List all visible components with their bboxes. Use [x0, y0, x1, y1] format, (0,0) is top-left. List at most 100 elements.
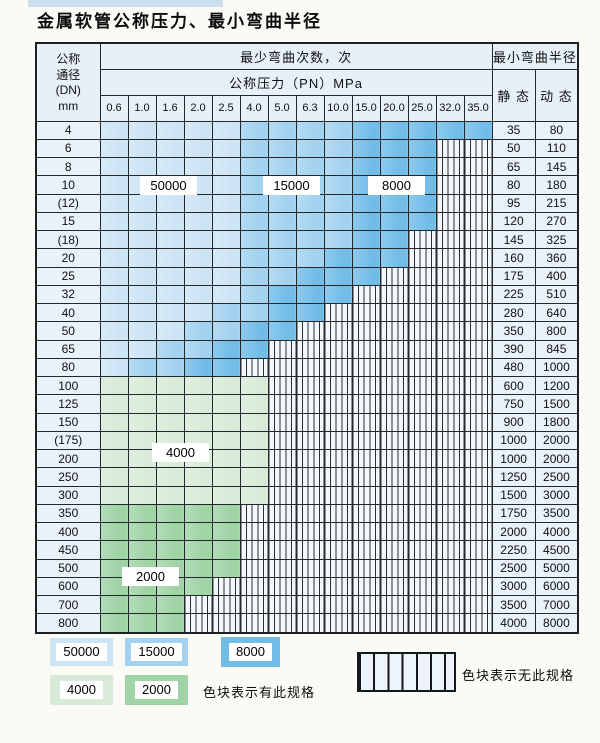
spec-cell	[127, 211, 157, 232]
dynamic-radius-cell: 3000	[534, 485, 579, 505]
spec-cell	[211, 394, 241, 414]
pressure-label-header: 公称压力（PN）MPa	[99, 68, 493, 96]
no-spec-cell	[463, 357, 493, 378]
table-row: (12) 95 215	[35, 193, 579, 213]
no-spec-cell	[295, 540, 325, 560]
spec-cell	[379, 248, 409, 268]
no-spec-cell	[407, 430, 437, 451]
spec-cell	[183, 266, 213, 286]
no-spec-cell	[351, 594, 381, 615]
spec-cell	[99, 357, 129, 378]
no-spec-cell	[295, 613, 325, 634]
spec-cell	[183, 540, 213, 560]
spec-cell	[211, 266, 241, 286]
spec-cell	[323, 211, 353, 232]
dynamic-header: 动 态	[534, 68, 579, 122]
spec-cell	[183, 248, 213, 268]
spec-cell	[211, 467, 241, 487]
no-spec-cell	[295, 576, 325, 597]
no-spec-cell	[267, 540, 297, 560]
no-spec-cell	[379, 375, 409, 396]
spec-cell	[127, 229, 157, 250]
table-row: 25 175 400	[35, 266, 579, 286]
no-spec-cell	[267, 594, 297, 615]
no-spec-cell	[435, 412, 465, 432]
spec-cell	[155, 211, 185, 232]
spec-cell	[407, 156, 437, 177]
spec-cell	[239, 156, 269, 177]
table-row: 100 600 1200	[35, 375, 579, 396]
no-spec-cell	[435, 357, 465, 378]
no-spec-cell	[463, 448, 493, 469]
spec-cell	[239, 321, 269, 341]
spec-cell	[127, 613, 157, 634]
page-title: 金属软管公称压力、最小弯曲半径	[37, 12, 322, 32]
spec-cell	[99, 120, 129, 140]
table-body: 4 35 80 6 50 110 8 65 145 10 80 180 (12) 95 215 15 120 27…	[35, 120, 579, 634]
spec-cell	[211, 120, 241, 140]
dn-cell: 15	[35, 211, 101, 232]
no-spec-cell	[463, 613, 493, 634]
spec-cell	[155, 540, 185, 560]
static-header: 静 态	[491, 68, 536, 122]
table-row: 400 2000 4000	[35, 521, 579, 542]
no-spec-cell	[407, 448, 437, 469]
dn-cell: 200	[35, 448, 101, 469]
dynamic-radius-cell: 1800	[534, 412, 579, 432]
dn-cell: 65	[35, 339, 101, 359]
region-tag-2000: 2000	[122, 567, 179, 586]
no-spec-cell	[267, 339, 297, 359]
no-spec-cell	[435, 558, 465, 578]
no-spec-cell	[323, 467, 353, 487]
no-spec-cell	[267, 412, 297, 432]
no-spec-cell	[435, 521, 465, 542]
no-spec-cell	[379, 412, 409, 432]
no-spec-cell	[323, 503, 353, 524]
no-spec-cell	[379, 594, 409, 615]
no-spec-cell	[407, 357, 437, 378]
no-spec-cell	[239, 594, 269, 615]
no-spec-cell	[407, 540, 437, 560]
spec-cell	[183, 211, 213, 232]
no-spec-cell	[463, 339, 493, 359]
spec-cell	[99, 613, 129, 634]
no-spec-cell	[295, 448, 325, 469]
spec-cell	[99, 485, 129, 505]
no-spec-cell	[267, 485, 297, 505]
legend-swatch-15000: 15000	[125, 638, 188, 666]
spec-cell	[267, 120, 297, 140]
no-spec-cell	[379, 357, 409, 378]
no-spec-cell	[351, 302, 381, 323]
table-row: 350 1750 3500	[35, 503, 579, 524]
table-row: 300 1500 3000	[35, 485, 579, 505]
spec-cell	[99, 394, 129, 414]
no-spec-cell	[267, 394, 297, 414]
no-spec-cell	[463, 375, 493, 396]
spec-cell	[239, 120, 269, 140]
spec-cell	[267, 321, 297, 341]
decorative-strip	[28, 0, 223, 7]
spec-cell	[127, 503, 157, 524]
spec-cell	[211, 412, 241, 432]
no-spec-cell	[295, 503, 325, 524]
legend-swatch-label: 4000	[60, 681, 103, 699]
spec-cell	[183, 193, 213, 213]
spec-cell	[211, 193, 241, 213]
pressure-col-header: 2.5	[211, 94, 241, 122]
no-spec-cell	[435, 284, 465, 305]
no-spec-cell	[407, 321, 437, 341]
static-radius-cell: 65	[491, 156, 536, 177]
table-row: 700 3500 7000	[35, 594, 579, 615]
dn-header-line: (DN)	[55, 83, 81, 98]
no-spec-cell	[435, 485, 465, 505]
no-spec-cell	[407, 266, 437, 286]
spec-cell	[127, 521, 157, 542]
no-spec-cell	[295, 558, 325, 578]
no-spec-cell	[351, 613, 381, 634]
no-spec-cell	[295, 394, 325, 414]
spec-cell	[267, 266, 297, 286]
spec-cell	[183, 138, 213, 159]
spec-cell	[183, 558, 213, 578]
dn-cell: 350	[35, 503, 101, 524]
no-spec-cell	[463, 284, 493, 305]
